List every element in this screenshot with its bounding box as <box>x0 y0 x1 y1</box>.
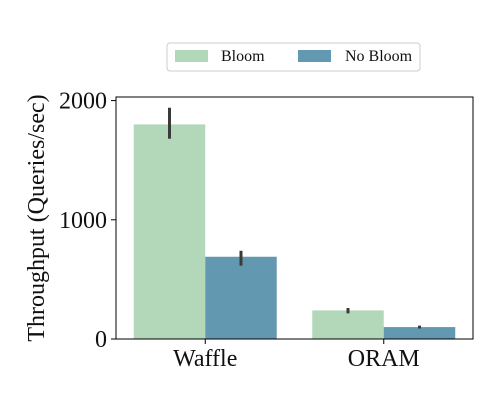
legend-label-bloom: Bloom <box>221 48 265 65</box>
y-tick-label: 2000 <box>59 89 107 115</box>
bar-no-bloom-oram <box>383 327 456 339</box>
legend-swatch-no-bloom <box>298 50 331 62</box>
legend-frame <box>166 42 421 72</box>
y-tick-label: 1000 <box>59 208 107 234</box>
bar-bloom-oram <box>312 310 384 339</box>
bar-bloom-waffle <box>133 124 206 339</box>
legend-label-no-bloom: No Bloom <box>345 48 413 65</box>
legend-swatch-bloom <box>175 50 208 62</box>
y-axis-label: Throughput (Queries/sec) <box>24 94 50 341</box>
x-ticks-group: Waffle ORAM <box>173 339 420 372</box>
legend: Bloom No Bloom <box>166 42 421 72</box>
y-tick-label: 0 <box>95 327 107 353</box>
x-tick-label: ORAM <box>348 346 420 372</box>
y-ticks-group: 0 1000 2000 <box>59 89 116 353</box>
error-bars-group <box>168 107 421 329</box>
bar-no-bloom-waffle <box>205 256 277 339</box>
bars-group <box>133 124 456 339</box>
plot-frame <box>115 96 474 340</box>
x-tick-label: Waffle <box>173 346 237 372</box>
